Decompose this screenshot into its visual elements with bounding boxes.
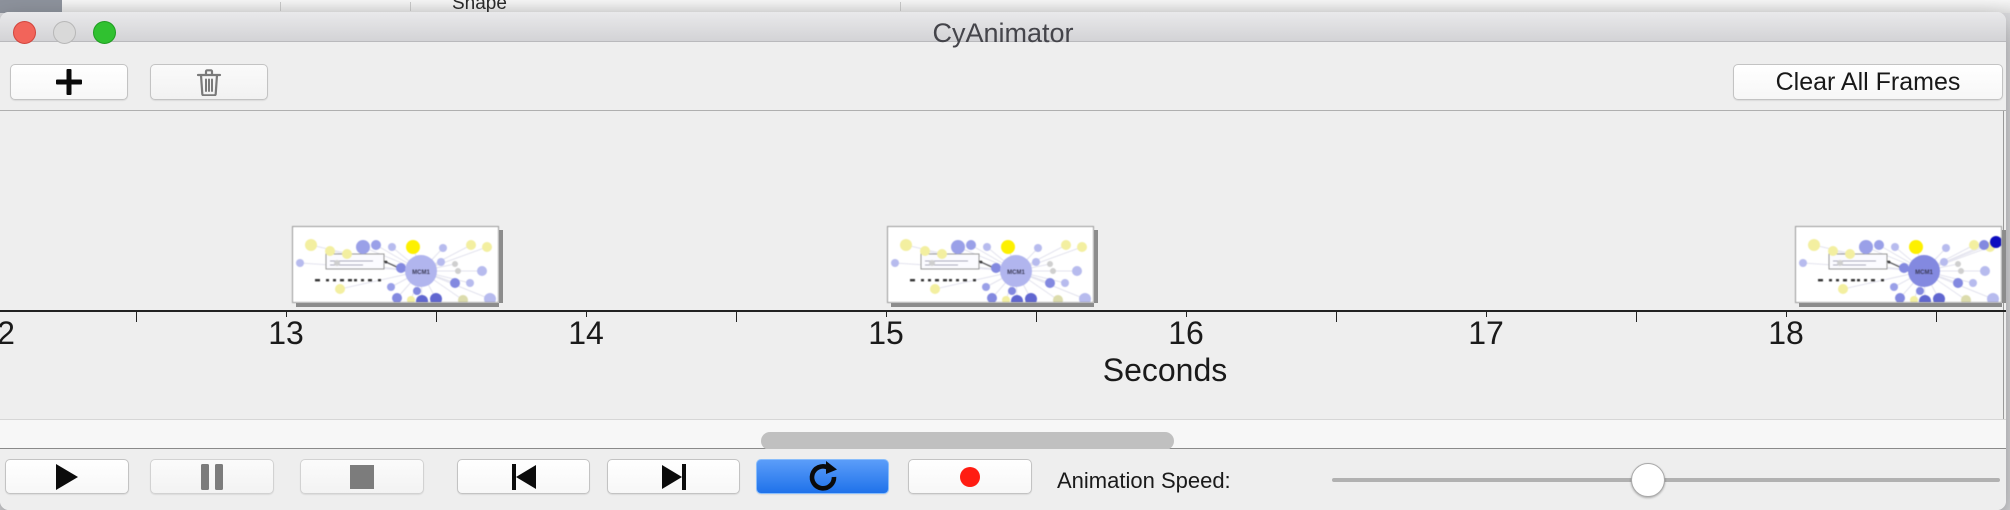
svg-text:MCM1: MCM1 — [412, 270, 430, 276]
svg-text:MCM1: MCM1 — [1915, 270, 1933, 276]
svg-text:MCM1: MCM1 — [1007, 270, 1025, 276]
